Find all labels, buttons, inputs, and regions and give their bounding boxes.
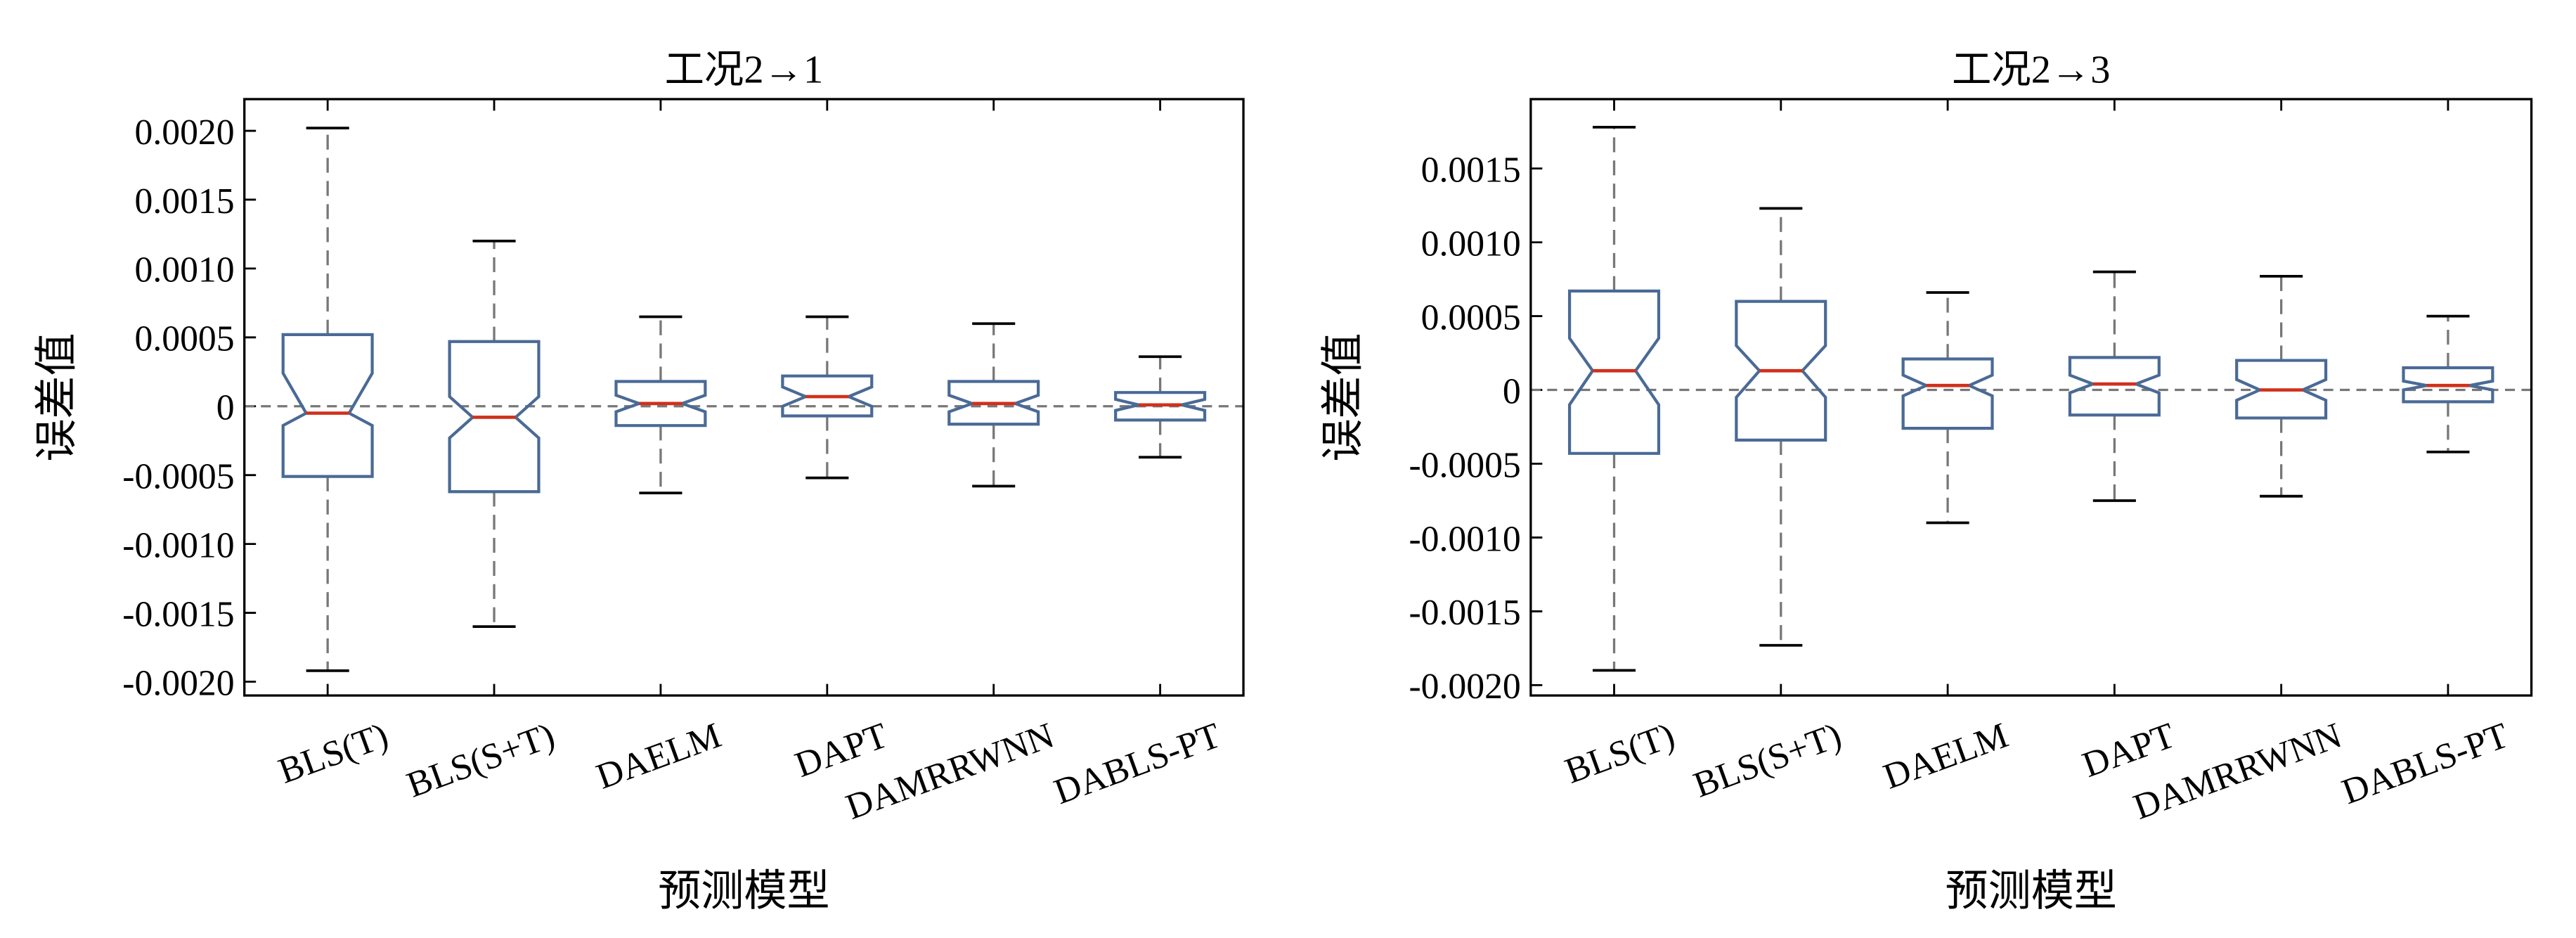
- x-tick-label: BLS(S+T): [401, 715, 559, 805]
- y-tick-label: 0.0005: [134, 319, 234, 359]
- y-tick-label: 0.0015: [1421, 150, 1521, 190]
- chart-title: 工况2→3: [1952, 48, 2111, 91]
- x-tick-label: DAELM: [591, 715, 726, 797]
- plot-frame: [243, 98, 1245, 697]
- y-tick-label: -0.0020: [1409, 667, 1520, 707]
- y-tick-label: 0: [216, 388, 235, 428]
- y-tick-label: -0.0010: [122, 525, 234, 565]
- y-tick-label: -0.0010: [1409, 519, 1520, 559]
- x-tick-label: BLS(T): [273, 715, 394, 792]
- box: [781, 374, 874, 418]
- box: [1901, 357, 1994, 430]
- x-tick-label: DAPT: [790, 715, 893, 785]
- y-tick-label: -0.0015: [122, 594, 234, 634]
- y-tick-label: 0: [1503, 371, 1521, 411]
- y-tick-label: -0.0020: [122, 663, 234, 703]
- y-tick-label: -0.0005: [1409, 445, 1520, 485]
- box: [614, 380, 707, 428]
- box: [1114, 391, 1207, 422]
- chart: 工况2→1 预测模型 误差值 -0.0020 -0.0015 -0.0010 -0.0005…: [34, 48, 1245, 915]
- y-axis-label: 误差值: [1320, 333, 1367, 461]
- x-axis-label: 预测模型: [658, 868, 829, 915]
- x-tick-label: DABLS-PT: [2337, 715, 2514, 812]
- box: [2235, 359, 2328, 420]
- box: [2068, 356, 2161, 417]
- y-tick-label: 0.0020: [134, 113, 234, 153]
- y-tick-label: 0.0010: [134, 250, 234, 290]
- box: [1735, 300, 1827, 442]
- x-tick-label: DAELM: [1878, 715, 2013, 797]
- y-tick-label: -0.0015: [1409, 593, 1520, 633]
- chart: 工况2→3 预测模型 误差值 -0.0020 -0.0015 -0.0010 -0.0005…: [1320, 48, 2533, 915]
- y-tick-label: 0.0005: [1421, 297, 1521, 338]
- box: [281, 333, 374, 478]
- box: [448, 340, 541, 494]
- box: [947, 380, 1040, 426]
- chart-title: 工况2→1: [665, 48, 824, 91]
- y-tick-label: 0.0010: [1421, 224, 1521, 264]
- x-axis-label: 预测模型: [1946, 868, 2117, 915]
- box: [2402, 366, 2494, 404]
- box: [1567, 289, 1661, 455]
- y-tick-label: -0.0005: [122, 456, 234, 496]
- x-tick-label: DABLS-PT: [1049, 715, 1226, 812]
- y-tick-label: 0.0015: [134, 181, 234, 221]
- x-tick-label: BLS(T): [1560, 715, 1680, 792]
- y-axis-label: 误差值: [34, 333, 81, 461]
- x-tick-label: BLS(S+T): [1688, 715, 1846, 805]
- x-tick-label: DAPT: [2077, 715, 2180, 785]
- plot-frame: [1529, 98, 2533, 697]
